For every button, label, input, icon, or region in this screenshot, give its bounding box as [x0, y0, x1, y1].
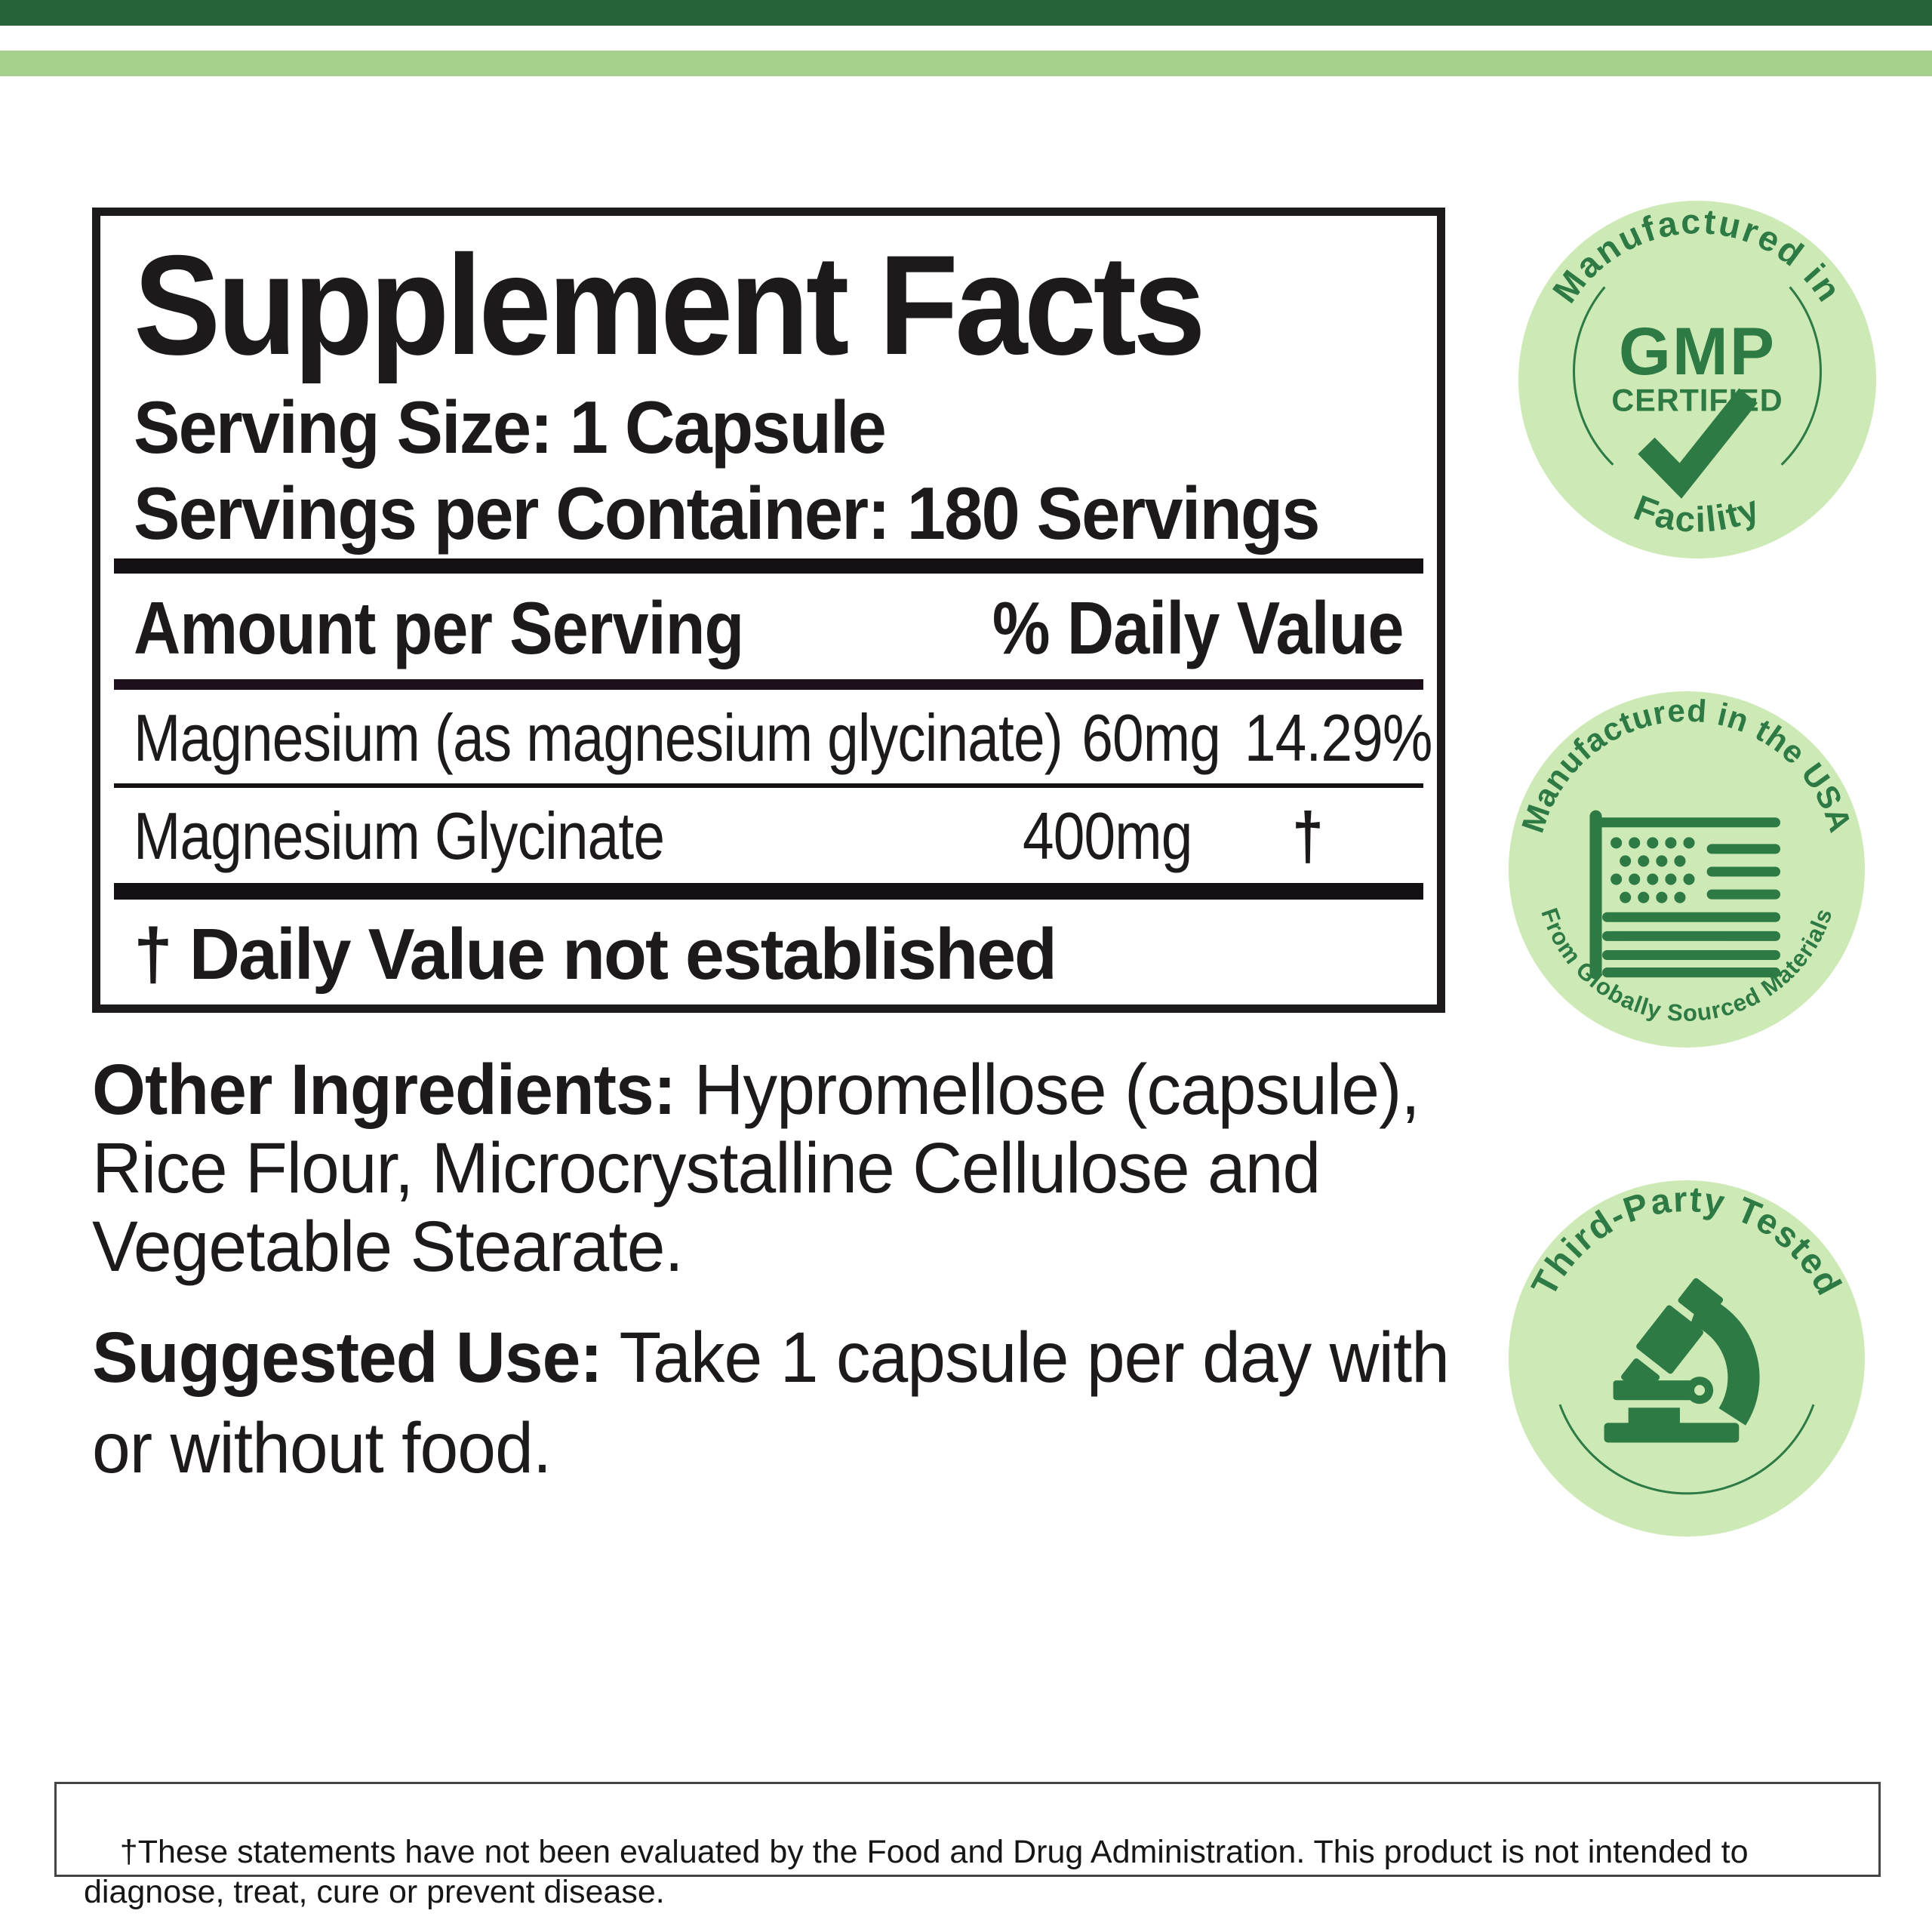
amount-per-serving-label: Amount per Serving: [134, 586, 744, 669]
top-light-green-bar: [0, 51, 1932, 76]
divider-thin: [114, 783, 1423, 789]
badge-arc-bottom: [1558, 1404, 1815, 1495]
microscope-icon: [1604, 1278, 1760, 1443]
top-dark-green-bar: [0, 0, 1932, 26]
ingredient-dv: 14.29%: [1244, 700, 1432, 776]
ingredient-name: Magnesium (as magnesium glycinate): [134, 700, 1063, 776]
divider-thick-top: [114, 558, 1423, 574]
suggested-use-text: Take 1 capsule per day with or without f…: [92, 1318, 1450, 1488]
divider-thick-bottom: [114, 882, 1423, 900]
third-party-tested-badge: Third-Party Tested: [1509, 1180, 1865, 1537]
gmp-title-text: GMP: [1619, 314, 1776, 389]
divider-medium: [114, 679, 1423, 691]
ingredient-amount: 60mg: [1081, 700, 1221, 776]
other-ingredients-text: Hypromellose (capsule), Rice Flour, Micr…: [92, 1050, 1420, 1287]
badge-circle: [1518, 201, 1876, 558]
serving-size-line: Serving Size: 1 Capsule: [134, 386, 887, 469]
suggested-use-label: Suggested Use:: [92, 1318, 603, 1398]
table-row: Magnesium (as magnesium glycinate) 60mg …: [134, 699, 1432, 777]
ingredient-amount: 400mg: [1023, 798, 1192, 874]
suggested-use-paragraph: Suggested Use: Take 1 capsule per day wi…: [92, 1313, 1469, 1494]
ingredient-dv: †: [1292, 798, 1324, 874]
fda-disclaimer-text: †These statements have not been evaluate…: [84, 1834, 1749, 1910]
checkmark-icon: [1638, 388, 1758, 499]
supplement-facts-panel: Supplement Facts Serving Size: 1 Capsule…: [92, 208, 1445, 1013]
table-row: Magnesium Glycinate 400mg †: [134, 797, 1404, 875]
table-header-row: Amount per Serving % Daily Value: [134, 586, 1404, 671]
flag-stars: [1611, 837, 1695, 903]
daily-value-footnote: † Daily Value not established: [134, 913, 1057, 995]
daily-value-label: % Daily Value: [992, 586, 1404, 669]
other-ingredients-label: Other Ingredients:: [92, 1050, 676, 1130]
panel-title: Supplement Facts: [134, 226, 1206, 384]
gmp-subtitle-text: CERTIFIED: [1611, 383, 1783, 417]
badge-circle: [1509, 1180, 1865, 1537]
us-flag-icon: [1589, 810, 1781, 980]
gmp-certified-badge: Manufactured in GMP CERTIFIED Facility: [1518, 201, 1876, 558]
ingredient-name: Magnesium Glycinate: [134, 798, 665, 874]
other-ingredients-paragraph: Other Ingredients: Hypromellose (capsule…: [92, 1051, 1469, 1286]
made-in-usa-badge: Manufactured in the USA From Globally So…: [1509, 691, 1865, 1048]
fda-disclaimer-box: †These statements have not been evaluate…: [54, 1782, 1881, 1910]
badge-arc-right: [1780, 286, 1822, 466]
badge-arc-left: [1573, 286, 1614, 466]
servings-per-container-line: Servings per Container: 180 Servings: [134, 471, 1320, 555]
